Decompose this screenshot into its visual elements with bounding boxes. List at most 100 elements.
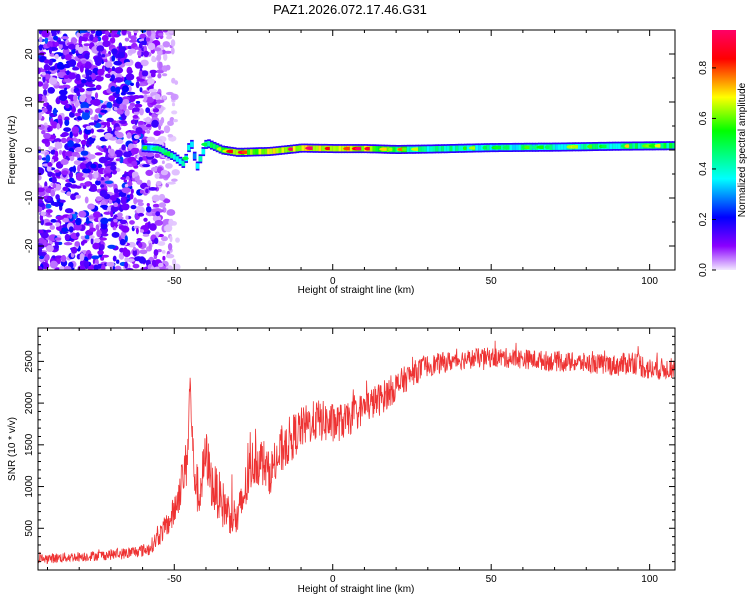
heatmap-cell xyxy=(138,156,143,162)
heatmap-cell xyxy=(90,30,96,34)
heatmap-cell xyxy=(424,146,428,152)
heatmap-cell xyxy=(141,138,145,145)
heatmap-cell xyxy=(141,70,149,77)
heatmap-cell xyxy=(560,144,565,150)
heatmap-cell xyxy=(124,183,129,188)
heatmap-cell xyxy=(153,208,162,212)
heatmap-cell xyxy=(94,92,99,99)
heatmap-cell xyxy=(128,105,134,111)
heatmap-cell xyxy=(102,40,111,48)
heatmap-cell xyxy=(104,180,114,184)
heatmap-cell xyxy=(38,44,43,51)
heatmap-cell xyxy=(278,147,283,154)
heatmap-cell xyxy=(100,184,105,188)
heatmap-cell xyxy=(583,143,588,150)
heatmap-cell xyxy=(147,145,151,151)
heatmap-cell xyxy=(301,145,305,151)
heatmap-cell xyxy=(151,259,157,267)
heatmap-cell xyxy=(166,35,173,40)
heatmap-cell xyxy=(40,232,49,239)
heatmap-cell xyxy=(68,43,76,50)
heatmap-cell xyxy=(258,148,263,155)
heatmap-cell xyxy=(171,102,176,107)
heatmap-cell xyxy=(178,158,183,165)
heatmap-cell xyxy=(69,131,73,139)
heatmap-cell xyxy=(140,59,149,67)
heatmap-cell xyxy=(138,70,143,79)
heatmap-cell xyxy=(458,145,462,152)
heatmap-cell xyxy=(181,160,186,167)
heatmap-cell xyxy=(70,246,78,254)
heatmap-cell xyxy=(55,194,60,200)
heatmap-cell xyxy=(74,112,81,117)
heatmap-cell xyxy=(79,94,86,103)
heatmap-cell xyxy=(54,150,59,158)
heatmap-cell xyxy=(156,180,162,186)
heatmap-cell xyxy=(624,144,631,148)
y-tick-label: -10 xyxy=(24,190,35,205)
heatmap-cell xyxy=(173,263,181,270)
heatmap-cell xyxy=(145,169,154,176)
heatmap-cell xyxy=(126,258,135,262)
heatmap-cell xyxy=(146,179,151,187)
heatmap-cell xyxy=(401,147,409,152)
heatmap-cell xyxy=(100,122,110,126)
heatmap-cell xyxy=(552,144,556,150)
heatmap-cell xyxy=(165,64,171,71)
heatmap-cell xyxy=(89,34,94,41)
heatmap-cell xyxy=(56,30,60,34)
heatmap-cell xyxy=(83,132,89,140)
heatmap-cell xyxy=(81,79,87,84)
heatmap-cell xyxy=(142,146,149,150)
heatmap-cell xyxy=(107,244,117,249)
heatmap-cell xyxy=(100,109,108,113)
heatmap-cell xyxy=(142,164,151,168)
heatmap-cell xyxy=(95,30,103,37)
heatmap-cell xyxy=(272,148,277,154)
heatmap-cell xyxy=(90,183,97,192)
heatmap-cell xyxy=(113,60,122,66)
heatmap-cell xyxy=(43,59,51,64)
heatmap-cell xyxy=(80,139,87,145)
heatmap-cell xyxy=(60,254,67,263)
colorbar-tick-label: 0.4 xyxy=(698,162,709,176)
heatmap-cell xyxy=(65,104,70,109)
heatmap-cell xyxy=(95,224,100,231)
heatmap-cell xyxy=(91,135,97,139)
heatmap-cell xyxy=(135,100,141,104)
heatmap-cell xyxy=(38,252,43,256)
heatmap-cell xyxy=(45,154,51,163)
heatmap-cell xyxy=(154,173,160,179)
heatmap-cell xyxy=(38,187,45,193)
heatmap-cell xyxy=(43,89,48,96)
snr-frame xyxy=(37,327,676,571)
heatmap-cell xyxy=(156,54,162,62)
heatmap-cell xyxy=(45,203,52,209)
heatmap-cell xyxy=(609,143,613,150)
heatmap-cell xyxy=(131,107,140,112)
heatmap-cell xyxy=(174,80,179,85)
heatmap-cell xyxy=(84,109,90,114)
heatmap-cell xyxy=(90,163,97,169)
heatmap-cell xyxy=(100,189,107,197)
heatmap-cell xyxy=(635,143,639,149)
heatmap-cell xyxy=(146,203,150,207)
heatmap-cell xyxy=(136,238,143,242)
heatmap-cell xyxy=(71,38,78,43)
heatmap-cell xyxy=(86,83,96,88)
heatmap-cell xyxy=(51,121,58,129)
heatmap-cell xyxy=(187,144,191,151)
heatmap-cell xyxy=(68,59,77,67)
spectrogram-y-ticks: -20 -10 0 10 20 xyxy=(24,29,675,271)
y-tick-label: 1000 xyxy=(24,475,35,498)
heatmap-cell xyxy=(162,73,168,77)
heatmap-cell xyxy=(101,54,106,58)
snr-x-label: Height of straight line (km) xyxy=(298,584,415,595)
heatmap-cell xyxy=(158,193,166,201)
heatmap-cell xyxy=(131,171,139,177)
heatmap-cell xyxy=(104,30,110,36)
heatmap-cell xyxy=(109,148,115,157)
heatmap-cell xyxy=(80,240,85,246)
heatmap-cell xyxy=(529,144,534,151)
heatmap-cell xyxy=(83,61,92,70)
